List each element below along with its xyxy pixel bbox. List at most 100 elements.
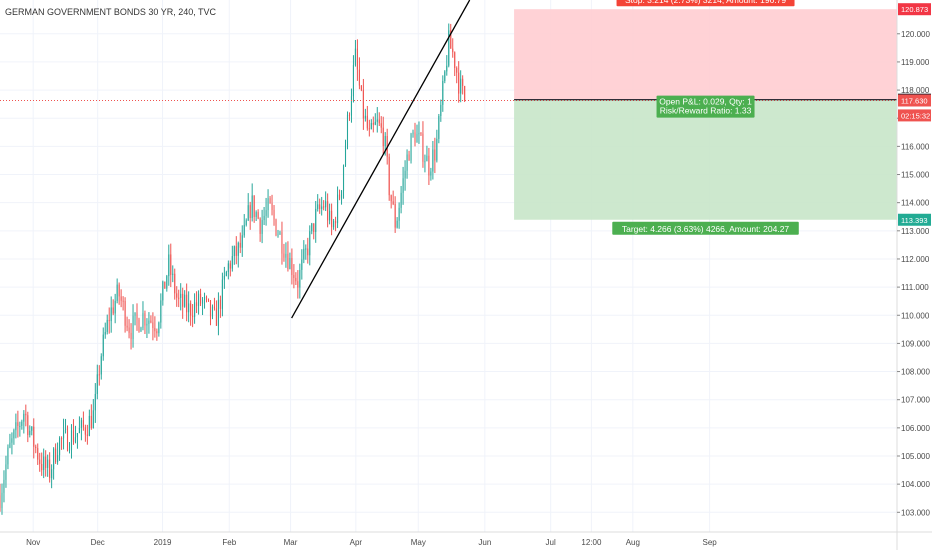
candle-body: [430, 171, 432, 176]
candle-body: [337, 194, 339, 224]
candle-body: [5, 464, 7, 480]
candle-body: [207, 298, 210, 301]
candle-body: [426, 155, 428, 162]
candle-body: [247, 205, 249, 221]
candle-body: [271, 203, 273, 210]
candle-body: [184, 294, 186, 307]
candle-body: [348, 114, 351, 116]
candle-body: [70, 430, 73, 450]
candle-body: [327, 201, 329, 221]
candle-body: [1, 492, 3, 509]
candle-body: [88, 415, 90, 436]
candle-body: [323, 206, 325, 208]
candle-body: [388, 156, 390, 196]
time-tick-label: Dec: [91, 538, 105, 547]
candle-body: [76, 433, 78, 438]
candle-body: [62, 429, 65, 439]
time-axis[interactable]: Nov Dec 2019 Feb Mar Apr May Jun Jul 12:00 Aug Sep: [0, 531, 932, 547]
candle-body: [329, 210, 331, 221]
candle-body: [122, 300, 124, 302]
candle-body: [72, 430, 75, 442]
time-tick-label: Jul: [546, 538, 556, 547]
price-tick-label: 116.000: [901, 142, 930, 151]
chart-title: GERMAN GOVERNMENT BONDS 30 YR, 240, TVC: [5, 7, 217, 17]
candle-body: [394, 203, 396, 228]
candle-body: [55, 448, 57, 462]
candle-body: [23, 413, 25, 422]
candle-body: [406, 154, 408, 171]
candle-body: [19, 425, 21, 427]
candle-body: [354, 48, 356, 66]
candle-body: [424, 161, 426, 163]
target-label-group: Target: 4.266 (3.63%) 4266, Amount: 204.…: [612, 221, 799, 235]
candle-body: [29, 430, 31, 435]
time-tick-label: Aug: [626, 538, 640, 547]
candle-body: [438, 116, 440, 139]
candle-body: [352, 65, 354, 97]
candle-body: [90, 415, 92, 429]
candle-body: [102, 334, 104, 357]
candle-body: [414, 132, 416, 143]
candle-body: [162, 281, 164, 301]
candle-body: [150, 320, 152, 323]
candle-body: [17, 422, 19, 427]
candle-body: [269, 198, 271, 204]
candle-body: [243, 224, 245, 236]
candle-body: [106, 319, 108, 332]
candle-body: [464, 85, 466, 101]
candle-body: [192, 315, 194, 317]
candle-body: [66, 428, 69, 451]
candle-body: [108, 319, 110, 322]
candle-body: [273, 209, 275, 220]
candle-body: [458, 72, 460, 94]
candle-body: [142, 313, 144, 328]
candle-body: [346, 114, 349, 146]
candle-body: [408, 154, 410, 161]
candle-body: [299, 269, 301, 288]
candle-body: [372, 123, 374, 125]
trend-line: [291, 0, 471, 319]
price-tick-label: 120.000: [901, 30, 930, 39]
candle-body: [176, 293, 178, 298]
price-tick-label: 103.000: [901, 508, 930, 517]
candle-body: [450, 30, 452, 49]
time-tick-label: 2019: [154, 538, 172, 547]
candle-body: [442, 81, 444, 105]
candle-body: [156, 331, 158, 334]
candle-body: [315, 208, 317, 233]
candle-body: [166, 276, 168, 289]
candle-body: [37, 448, 39, 460]
candle-body: [360, 85, 362, 90]
candle-body: [418, 133, 420, 135]
candle-body: [47, 459, 49, 468]
time-tick-label: Jun: [478, 538, 491, 547]
candle-body: [112, 307, 114, 314]
candle-body: [196, 302, 198, 306]
price-tag-bg: [898, 3, 931, 16]
candle-body: [27, 415, 29, 435]
candle-body: [64, 428, 67, 430]
candle-body: [120, 296, 122, 301]
candle-body: [180, 293, 182, 298]
candle-body: [289, 258, 291, 269]
candle-body: [382, 127, 384, 147]
candle-body: [104, 331, 106, 335]
candle-body: [0, 495, 1, 509]
candle-body: [400, 192, 402, 208]
candle-body: [126, 325, 128, 328]
price-tick-label: 104.000: [901, 480, 930, 489]
price-axis[interactable]: 103.000 104.000 105.000 106.000 107.000 108.0…: [896, 0, 931, 550]
candle-body: [456, 67, 458, 73]
target-label-bg: [612, 221, 799, 235]
candle-body: [350, 96, 353, 116]
candle-body: [94, 393, 96, 411]
candle-body: [460, 78, 462, 94]
candle-body: [325, 201, 327, 208]
candle-body: [170, 254, 172, 275]
candle-body: [43, 456, 45, 471]
candle-body: [59, 438, 61, 456]
candle-body: [11, 438, 13, 443]
candle-body: [190, 303, 192, 316]
candle-body: [295, 277, 297, 282]
